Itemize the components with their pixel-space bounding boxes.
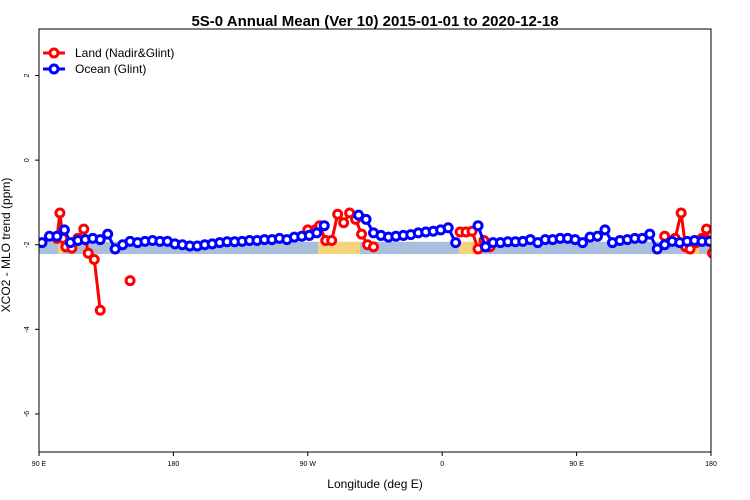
land-point-0-1 <box>54 207 66 219</box>
ocean-point-2-23 <box>644 228 656 240</box>
y-tick-label-2: -2 <box>24 242 31 248</box>
land-point-3-6 <box>338 217 350 229</box>
land-point-6-8 <box>706 247 711 259</box>
x-tick-label-0: 90 E <box>32 461 47 468</box>
x-tick-label-4: 90 E <box>569 461 584 468</box>
land-point-1-3 <box>78 223 90 235</box>
x-tick-label-5: 180 <box>705 461 717 468</box>
legend-item-land: Land (Nadir&Glint) <box>43 46 174 60</box>
land-point-3-11 <box>368 241 380 253</box>
y-tick-label-1: -4 <box>24 326 31 332</box>
land-point-2-0 <box>124 275 136 287</box>
ocean-point-0-37 <box>311 227 323 239</box>
legend-land-label: Land (Nadir&Glint) <box>75 46 174 60</box>
y-tick-label-4: 2 <box>24 73 31 77</box>
y-axis: -6 -4 -2 0 2 <box>24 73 39 417</box>
plot-frame <box>38 28 712 453</box>
series-layer <box>39 207 742 316</box>
x-tick-label-2: 90 W <box>300 461 317 468</box>
ocean-point-0-3 <box>58 224 70 236</box>
land-point-1-4 <box>82 247 94 259</box>
ocean-point-2-14 <box>577 237 589 249</box>
ocean-point-0-9 <box>102 228 114 240</box>
chart-title: 5S-0 Annual Mean (Ver 10) 2015-01-01 to … <box>191 13 558 30</box>
land-point-1-6 <box>94 304 106 316</box>
ocean-point-1-12 <box>442 222 454 234</box>
y-tick-label-0: -6 <box>24 411 31 417</box>
land-point-1-5 <box>88 254 100 266</box>
land-series-line-6 <box>664 211 711 254</box>
land-point-6-10 <box>720 306 728 314</box>
ocean-point-0-38 <box>318 220 330 232</box>
ocean-point-2-17 <box>599 224 611 236</box>
land-point-3-9 <box>356 228 368 240</box>
land-point-7-0 <box>734 277 742 285</box>
ocean-point-2-31 <box>704 235 711 247</box>
land-point-3-5 <box>332 208 344 220</box>
ocean-point-1-1 <box>360 213 372 225</box>
legend-land-marker <box>48 47 60 59</box>
land-point-6-7 <box>701 223 711 235</box>
band-ocean-8 <box>699 241 711 255</box>
ocean-point-0-0 <box>39 237 48 249</box>
legend-ocean-marker <box>48 63 60 75</box>
legend: Land (Nadir&Glint) Ocean (Glint) <box>43 46 174 76</box>
land-point-6-2 <box>675 207 687 219</box>
ocean-point-2-0 <box>472 220 484 232</box>
y-axis-label: XCO2 - MLO trend (ppm) <box>0 178 13 313</box>
legend-ocean-label: Ocean (Glint) <box>75 62 146 76</box>
x-tick-label-3: 0 <box>440 461 444 468</box>
x-axis-label: Longitude (deg E) <box>327 477 422 491</box>
y-tick-label-3: 0 <box>24 158 31 162</box>
ocean-point-0-2 <box>51 230 63 242</box>
x-tick-label-1: 180 <box>168 461 180 468</box>
ocean-point-2-16 <box>592 230 604 242</box>
legend-item-ocean: Ocean (Glint) <box>43 62 146 76</box>
ocean-point-1-13 <box>450 237 462 249</box>
ocean-point-0-8 <box>94 234 106 246</box>
band-ocean-4 <box>360 241 459 255</box>
land-point-6-9 <box>714 256 722 264</box>
land-point-3-4 <box>326 235 338 246</box>
x-axis: 90 E 180 90 W 0 90 E 180 <box>32 452 717 468</box>
